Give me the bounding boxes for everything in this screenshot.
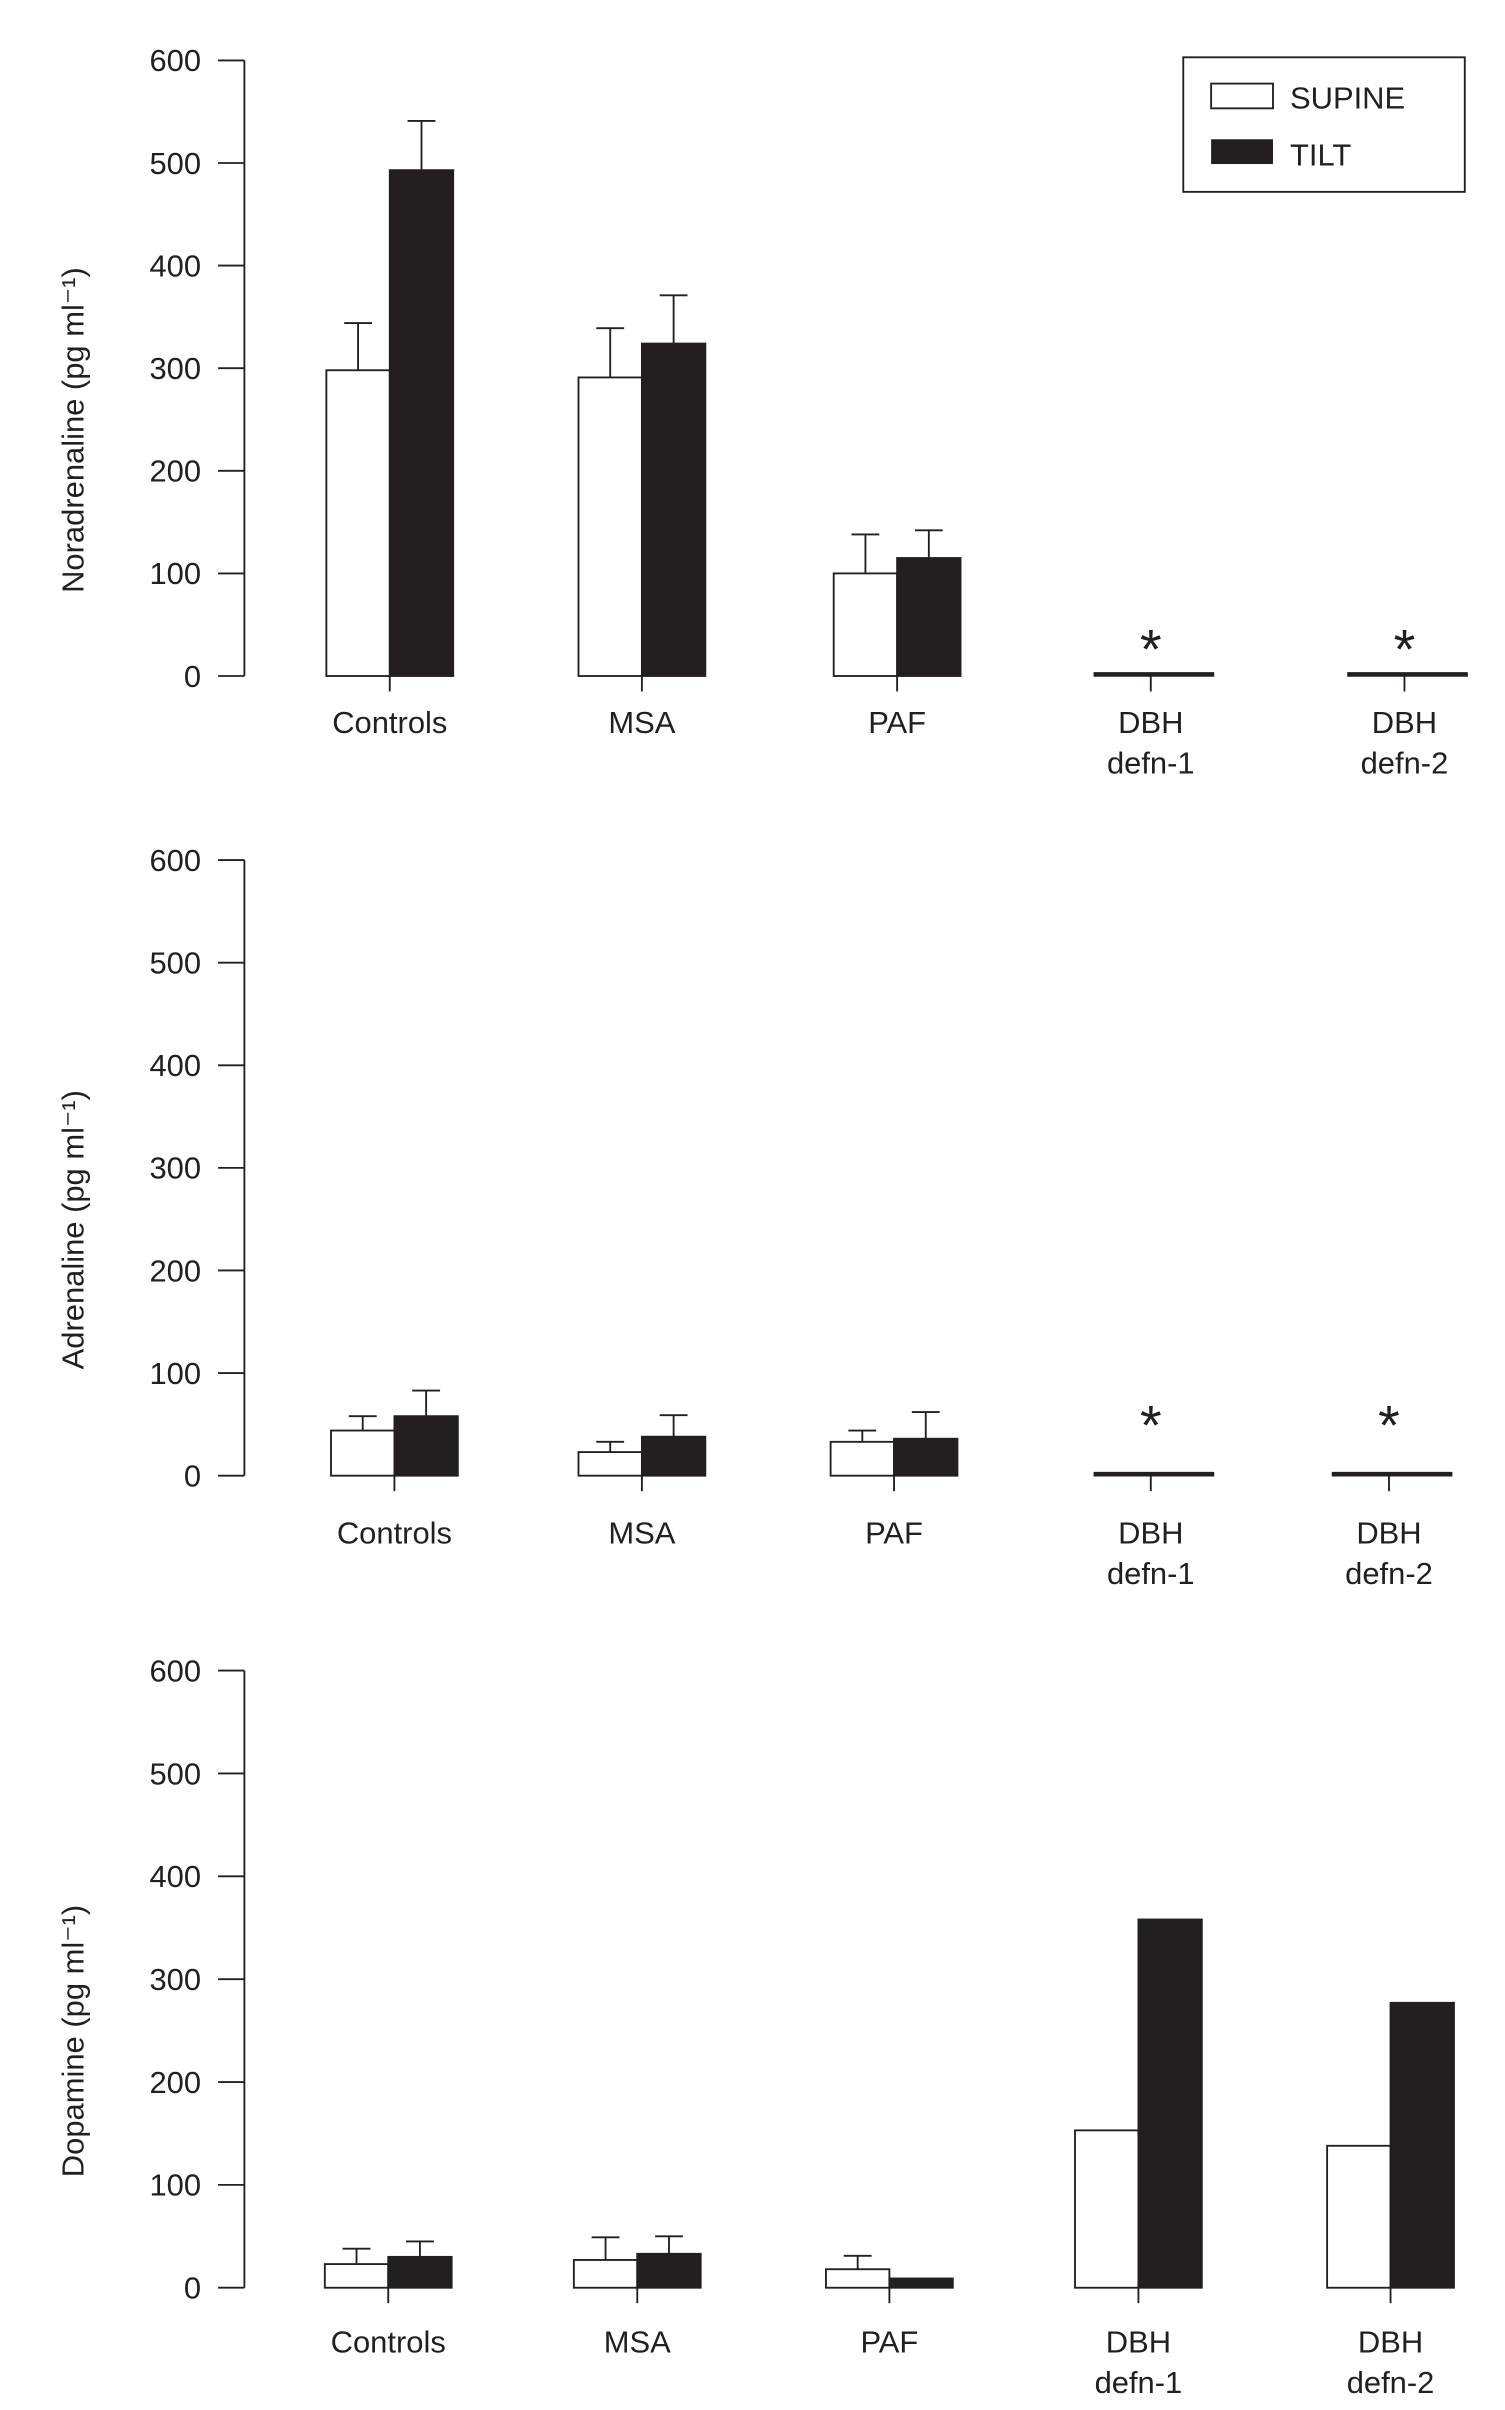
significance-asterisk: * bbox=[1378, 1395, 1400, 1457]
significance-asterisk: * bbox=[1140, 1395, 1162, 1457]
y-tick-label: 400 bbox=[149, 1859, 201, 1894]
y-axis-label: Dopamine (pg ml⁻¹) bbox=[56, 1905, 91, 2177]
legend-swatch-tilt bbox=[1211, 139, 1273, 165]
x-tick-label: DBH bbox=[1358, 2325, 1423, 2360]
legend-box bbox=[1182, 56, 1466, 193]
bar-supine bbox=[832, 572, 899, 677]
bar-tilt bbox=[640, 1435, 707, 1477]
bar-supine bbox=[325, 369, 391, 677]
bar-supine bbox=[323, 2263, 390, 2289]
x-tick-label: DBH bbox=[1118, 1516, 1183, 1551]
x-tick-label: PAF bbox=[865, 1516, 923, 1551]
x-tick-label: defn-1 bbox=[1095, 2365, 1183, 2400]
bar-tilt bbox=[393, 1415, 459, 1477]
y-axis-label: Adrenaline (pg ml⁻¹) bbox=[56, 1090, 91, 1369]
bar-supine bbox=[829, 1440, 895, 1477]
x-tick-label: defn-2 bbox=[1361, 745, 1449, 780]
chart-panel-1: 0 100 200 300 400 500 600 Noradrenaline (pg ml⁻… bbox=[56, 43, 1468, 780]
x-tick-label: defn-2 bbox=[1345, 1556, 1433, 1591]
bar-tilt bbox=[1389, 2001, 1455, 2289]
x-tick-label: MSA bbox=[608, 705, 675, 740]
y-tick-label: 100 bbox=[149, 2168, 201, 2203]
x-tick-label: defn-2 bbox=[1347, 2365, 1435, 2400]
y-tick-label: 0 bbox=[184, 659, 201, 694]
bar-supine bbox=[572, 2259, 639, 2289]
significance-asterisk: * bbox=[1140, 618, 1162, 680]
bar-tilt bbox=[888, 2277, 954, 2289]
x-tick-label: MSA bbox=[604, 2325, 671, 2360]
y-tick-label: 500 bbox=[149, 146, 201, 181]
y-tick-label: 400 bbox=[149, 1048, 201, 1083]
bar-supine bbox=[577, 1451, 643, 1477]
y-tick-label: 100 bbox=[149, 1356, 201, 1391]
bar-supine bbox=[577, 376, 643, 677]
chart-panel-2: 0 100 200 300 400 500 600 Adrenaline (pg ml⁻¹) C… bbox=[56, 843, 1453, 1591]
bar-supine bbox=[1074, 2129, 1140, 2289]
bar-tilt bbox=[893, 1437, 959, 1477]
y-tick-label: 200 bbox=[149, 454, 201, 489]
y-tick-label: 500 bbox=[149, 946, 201, 981]
x-tick-label: DBH bbox=[1106, 2325, 1171, 2360]
bar-supine bbox=[1326, 2144, 1392, 2289]
bar-tilt bbox=[387, 2255, 453, 2289]
x-tick-label: Controls bbox=[332, 705, 447, 740]
y-tick-label: 600 bbox=[149, 1653, 201, 1688]
legend-label-tilt: TILT bbox=[1290, 138, 1351, 173]
x-tick-label: DBH bbox=[1372, 705, 1437, 740]
x-tick-label: defn-1 bbox=[1107, 1556, 1195, 1591]
y-tick-label: 200 bbox=[149, 1253, 201, 1288]
y-axis-label: Noradrenaline (pg ml⁻¹) bbox=[56, 267, 91, 593]
y-tick-label: 0 bbox=[184, 1459, 201, 1494]
legend-swatch-supine bbox=[1210, 82, 1274, 110]
bar-supine bbox=[825, 2268, 891, 2289]
y-tick-label: 300 bbox=[149, 1151, 201, 1186]
y-tick-label: 300 bbox=[149, 351, 201, 386]
chart-panel-3: 0 100 200 300 400 500 600 Dopamine (pg ml⁻¹) Con… bbox=[56, 1653, 1455, 2400]
x-tick-label: DBH bbox=[1356, 1516, 1421, 1551]
bar-tilt bbox=[1137, 1918, 1203, 2289]
x-tick-label: defn-1 bbox=[1107, 745, 1195, 780]
x-tick-label: MSA bbox=[608, 1516, 675, 1551]
significance-asterisk: * bbox=[1394, 618, 1416, 680]
y-tick-label: 0 bbox=[184, 2271, 201, 2306]
bar-tilt bbox=[896, 557, 962, 677]
bar-tilt bbox=[640, 342, 707, 677]
x-tick-label: Controls bbox=[337, 1516, 452, 1551]
bar-tilt bbox=[388, 169, 455, 677]
y-tick-label: 200 bbox=[149, 2065, 201, 2100]
bar-tilt bbox=[636, 2252, 702, 2289]
legend: SUPINE TILT bbox=[1182, 56, 1466, 193]
y-tick-label: 600 bbox=[149, 843, 201, 878]
y-tick-label: 100 bbox=[149, 556, 201, 591]
x-tick-label: PAF bbox=[860, 2325, 918, 2360]
y-tick-label: 600 bbox=[149, 43, 201, 78]
y-tick-label: 400 bbox=[149, 248, 201, 283]
y-tick-label: 500 bbox=[149, 1756, 201, 1791]
x-tick-label: Controls bbox=[331, 2325, 446, 2360]
bar-supine bbox=[330, 1429, 396, 1477]
y-tick-label: 300 bbox=[149, 1962, 201, 1997]
legend-label-supine: SUPINE bbox=[1290, 80, 1405, 115]
x-tick-label: PAF bbox=[868, 705, 926, 740]
x-tick-label: DBH bbox=[1118, 705, 1183, 740]
